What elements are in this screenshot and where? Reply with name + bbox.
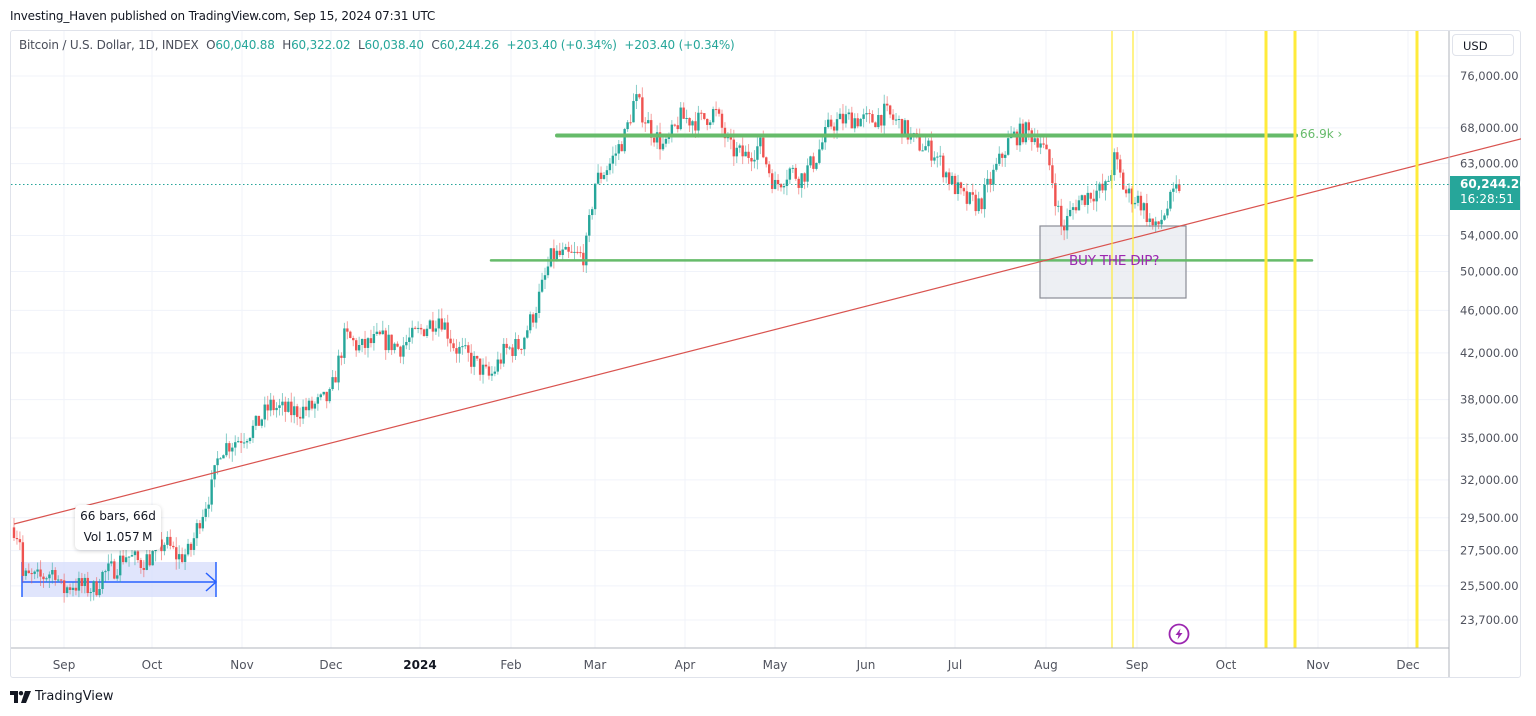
low-value: 60,038.40 <box>364 38 424 52</box>
resistance-level-label: 66.9k › <box>1300 127 1343 141</box>
time-axis[interactable]: Sep Oct Nov Dec 2024 Feb Mar Apr May Jun Jul Aug Sep… <box>53 658 1420 672</box>
price-tick: 23,700.00 <box>1460 613 1519 627</box>
price-tick: 42,000.00 <box>1460 346 1519 360</box>
open-value: 60,040.88 <box>215 38 275 52</box>
tradingview-footer: TradingView <box>10 689 114 704</box>
tradingview-brand: TradingView <box>35 689 114 704</box>
time-tick: Feb <box>500 658 521 672</box>
time-tick: Nov <box>1306 658 1329 672</box>
symbol-title[interactable]: Bitcoin / U.S. Dollar, 1D, INDEX <box>19 38 199 52</box>
price-axis[interactable]: 23,700.00 25,500.00 27,500.00 29,500.00 32,0… <box>1460 69 1519 627</box>
time-tick: Jul <box>947 658 962 672</box>
close-value: 60,244.26 <box>439 38 499 52</box>
time-tick: Oct <box>1216 658 1237 672</box>
lightning-event-icon[interactable] <box>1168 623 1190 645</box>
price-tick: 54,000.00 <box>1460 229 1519 243</box>
time-tick: Dec <box>1396 658 1419 672</box>
currency-button[interactable]: USD <box>1452 34 1514 56</box>
last-price-value: 60,244.26 <box>1460 177 1528 191</box>
price-tick: 76,000.00 <box>1460 69 1519 83</box>
time-tick: Sep <box>1126 658 1149 672</box>
price-tick: 46,000.00 <box>1460 303 1519 317</box>
candles <box>12 84 1181 603</box>
grid <box>11 31 1449 648</box>
buy-the-dip-annotation[interactable]: BUY THE DIP? <box>1069 253 1160 269</box>
date-range-tooltip: 66 bars, 66d Vol 1.057 M <box>75 505 161 550</box>
time-tick: Apr <box>675 658 696 672</box>
tradingview-logo-icon <box>10 690 31 703</box>
publisher-credit: Investing_Haven published on TradingView… <box>10 9 436 23</box>
price-tick: 68,000.00 <box>1460 121 1519 135</box>
time-tick: Dec <box>319 658 342 672</box>
tooltip-volume: Vol 1.057 M <box>83 530 153 544</box>
price-tick: 35,000.00 <box>1460 431 1519 445</box>
change-value: +203.40 (+0.34%) <box>506 38 617 52</box>
time-tick: Nov <box>230 658 253 672</box>
time-tick: Oct <box>142 658 163 672</box>
price-tick: 25,500.00 <box>1460 579 1519 593</box>
trendline[interactable] <box>13 135 1521 525</box>
time-tick: May <box>763 658 788 672</box>
time-tick: Sep <box>53 658 76 672</box>
price-tick: 32,000.00 <box>1460 473 1519 487</box>
candlestick-chart[interactable]: 23,700.00 25,500.00 27,500.00 29,500.00 32,0… <box>11 31 1521 677</box>
chart-frame <box>10 30 1521 678</box>
price-tick: 27,500.00 <box>1460 544 1519 558</box>
price-tick: 63,000.00 <box>1460 157 1519 171</box>
high-value: 60,322.02 <box>291 38 351 52</box>
price-tick: 50,000.00 <box>1460 264 1519 278</box>
ohlc-legend: Bitcoin / U.S. Dollar, 1D, INDEX O60,040… <box>19 38 735 52</box>
time-tick: Aug <box>1034 658 1057 672</box>
last-price-badge: 60,244.26 16:28:51 <box>1450 176 1528 210</box>
price-tick: 38,000.00 <box>1460 393 1519 407</box>
tooltip-bars: 66 bars, 66d <box>80 509 156 523</box>
time-tick: 2024 <box>403 658 436 672</box>
time-tick: Mar <box>584 658 607 672</box>
price-tick: 29,500.00 <box>1460 511 1519 525</box>
time-tick: Jun <box>856 658 876 672</box>
change-value-2: +203.40 (+0.34%) <box>624 38 735 52</box>
bar-countdown: 16:28:51 <box>1460 192 1514 206</box>
